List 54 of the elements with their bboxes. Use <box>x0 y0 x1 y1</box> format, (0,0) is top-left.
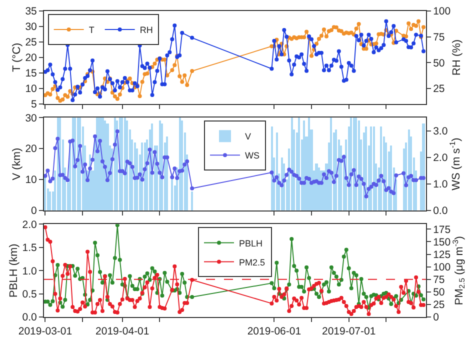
y2-tick-label: 25 <box>433 299 445 312</box>
y-tick-label: 30 <box>25 112 38 124</box>
y2-axis-title: RH (%) <box>450 39 463 76</box>
x-tick-label: 2019-07-01 <box>322 326 376 338</box>
legend-label: T <box>88 25 95 36</box>
y2-tick-label: 50 <box>433 286 445 299</box>
y-tick-label: 1.5 <box>22 242 38 254</box>
y2-tick-label: 175 <box>433 224 451 236</box>
bar <box>134 142 136 210</box>
y-tick-label: 25 <box>25 36 38 49</box>
y-tick-label: 2.0 <box>22 218 38 231</box>
y-tick-label: 0.0 <box>22 312 38 324</box>
y2-tick-label: 25 <box>433 83 445 96</box>
y-axis-title: V (km) <box>10 148 23 180</box>
y2-tick-label: 75 <box>433 31 445 44</box>
y-tick-label: 30 <box>25 21 38 34</box>
legend-label: RH <box>140 25 153 36</box>
y2-tick-label: 2.0 <box>433 152 448 164</box>
legend-label: WS <box>245 150 260 161</box>
y2-tick-label: 0.0 <box>433 205 448 218</box>
y2-tick-label: 100 <box>433 262 451 274</box>
y-tick-label: 20 <box>25 52 38 64</box>
y2-tick-label: 3.0 <box>433 126 448 138</box>
y2-tick-label: 0 <box>433 312 440 324</box>
y-tick-label: 15 <box>25 68 38 80</box>
bar <box>179 118 181 210</box>
y-tick-label: 1.0 <box>22 265 38 278</box>
x-tick-label: 2019-03-01 <box>18 326 72 338</box>
bar <box>49 192 51 210</box>
y-tick-label: 0.5 <box>22 288 38 300</box>
legend-label: PBLH <box>239 238 263 248</box>
x-tick-label: 2019-06-01 <box>247 326 302 338</box>
y-axis-title: PBLH (km) <box>8 244 20 298</box>
y-tick-label: 5 <box>31 98 38 110</box>
y2-tick-label: 100 <box>433 6 451 18</box>
y-tick-label: 20 <box>25 143 38 156</box>
y-tick-label: 35 <box>25 6 38 18</box>
y2-tick-label: 75 <box>433 274 445 286</box>
y-axis-title: T (°C) <box>10 42 23 72</box>
x-tick-label: 2019-04-01 <box>96 326 150 338</box>
y-tick-label: 10 <box>25 174 38 186</box>
y2-tick-label: 125 <box>433 248 451 261</box>
y2-tick-label: 150 <box>433 236 451 248</box>
y2-tick-label: 50 <box>433 57 445 70</box>
bar <box>181 120 183 210</box>
y-tick-label: 0 <box>31 205 38 218</box>
legend-label: PM2.5 <box>239 257 266 268</box>
bar <box>422 124 425 210</box>
bar <box>166 136 168 210</box>
y-tick-label: 10 <box>25 83 38 96</box>
bar <box>308 118 310 210</box>
y2-tick-label: 1.0 <box>433 178 448 191</box>
legend-label: V <box>245 132 252 142</box>
bar <box>303 120 305 210</box>
